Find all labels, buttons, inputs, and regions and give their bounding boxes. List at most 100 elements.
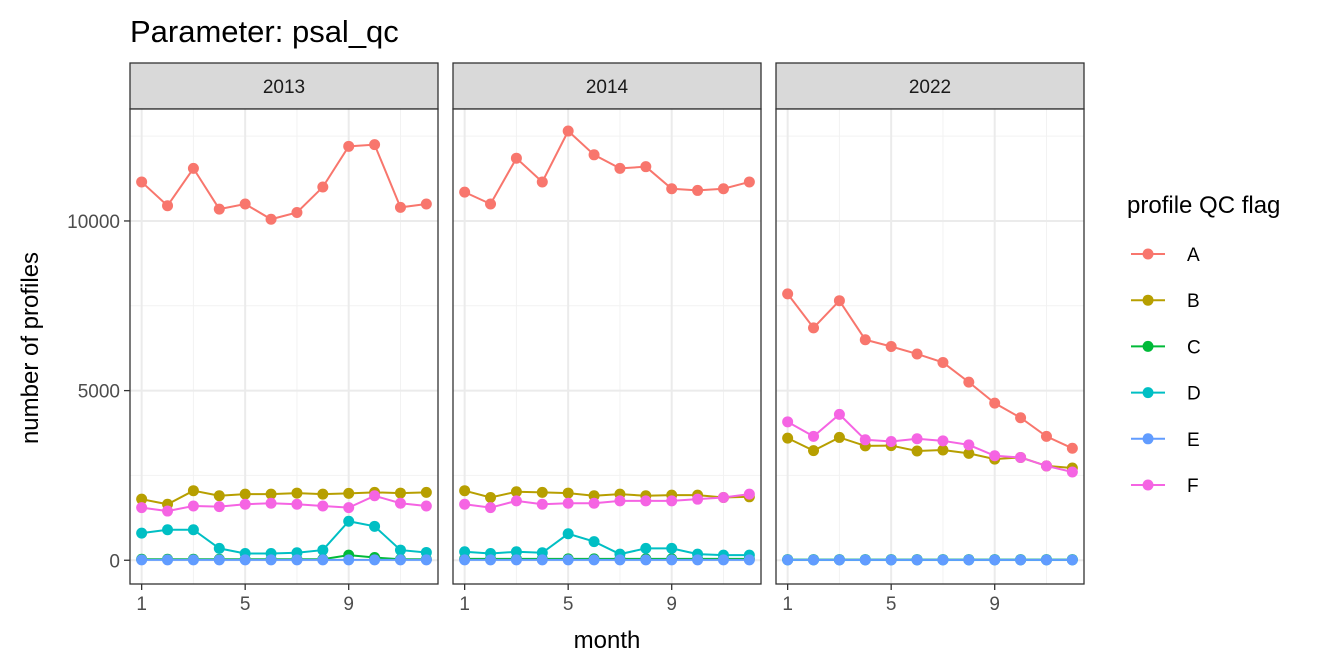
data-point-F xyxy=(562,497,574,509)
data-point-F xyxy=(343,502,355,514)
data-point-D xyxy=(136,527,148,539)
data-point-A xyxy=(343,140,355,152)
legend-key-point xyxy=(1142,340,1154,352)
legend-label: F xyxy=(1187,476,1199,497)
data-point-F xyxy=(717,491,729,503)
x-tick-label: 1 xyxy=(459,594,470,615)
data-point-E xyxy=(1040,554,1052,566)
data-point-E xyxy=(1066,554,1078,566)
panel-border xyxy=(452,108,762,585)
data-point-D xyxy=(187,524,199,536)
x-tick-label: 5 xyxy=(886,594,897,615)
data-point-B xyxy=(394,487,406,499)
data-point-E xyxy=(485,554,497,566)
data-point-E xyxy=(369,554,381,566)
x-tick-label: 1 xyxy=(782,594,793,615)
data-point-A xyxy=(640,161,652,173)
data-point-B xyxy=(187,485,199,497)
data-point-B xyxy=(562,487,574,499)
data-point-E xyxy=(317,554,329,566)
panel-2022: 2022 1 5 9 xyxy=(775,62,1085,615)
data-point-B xyxy=(808,445,820,457)
facet-strip xyxy=(129,62,439,110)
x-tick-label: 1 xyxy=(136,594,147,615)
data-point-E xyxy=(963,554,975,566)
data-point-E xyxy=(782,554,794,566)
data-point-F xyxy=(640,495,652,507)
data-point-F xyxy=(692,493,704,505)
legend-label: E xyxy=(1187,430,1200,451)
data-point-E xyxy=(833,554,845,566)
data-point-A xyxy=(136,176,148,188)
facet-strip xyxy=(452,62,762,110)
data-point-B xyxy=(963,447,975,459)
panel-background xyxy=(776,109,1084,584)
data-point-E xyxy=(136,554,148,566)
data-point-F xyxy=(588,497,600,509)
data-point-A xyxy=(459,186,471,198)
data-point-A xyxy=(692,184,704,196)
data-point-F xyxy=(291,498,303,510)
data-point-A xyxy=(808,322,820,334)
legend-label: B xyxy=(1187,291,1200,312)
data-point-F xyxy=(859,434,871,446)
legend-label: A xyxy=(1187,245,1200,266)
data-point-F xyxy=(420,500,432,512)
data-point-E xyxy=(743,554,755,566)
data-point-E xyxy=(239,554,251,566)
panel-2014: 2014 1 5 9 xyxy=(452,62,762,615)
data-point-A xyxy=(317,181,329,193)
data-point-E xyxy=(885,554,897,566)
data-point-B xyxy=(937,444,949,456)
legend-key-point xyxy=(1142,433,1154,445)
panel-border xyxy=(775,108,1085,585)
panel-2013: 2013 1 5 9 0 5000 10000 xyxy=(67,62,439,615)
data-point-A xyxy=(239,198,251,210)
legend-key-point xyxy=(1142,479,1154,491)
legend-item-B: B xyxy=(1131,291,1200,312)
data-point-B xyxy=(265,488,277,500)
data-point-D xyxy=(562,528,574,540)
data-point-A xyxy=(510,152,522,164)
data-point-E xyxy=(510,554,522,566)
data-point-E xyxy=(213,554,225,566)
y-tick-label: 0 xyxy=(109,551,120,572)
legend-key-point xyxy=(1142,294,1154,306)
data-point-F xyxy=(536,498,548,510)
data-point-A xyxy=(717,183,729,195)
data-point-F xyxy=(937,435,949,447)
data-point-D xyxy=(369,520,381,532)
data-point-F xyxy=(136,502,148,514)
data-point-A xyxy=(614,162,626,174)
data-point-A xyxy=(989,397,1001,409)
x-tick-label: 9 xyxy=(666,594,677,615)
data-point-A xyxy=(485,198,497,210)
data-point-F xyxy=(911,433,923,445)
data-point-F xyxy=(239,498,251,510)
data-point-E xyxy=(343,554,355,566)
data-point-E xyxy=(187,554,199,566)
data-point-A xyxy=(536,176,548,188)
data-point-A xyxy=(265,213,277,225)
data-point-F xyxy=(989,450,1001,462)
data-point-F xyxy=(1015,451,1027,463)
legend-title: profile QC flag xyxy=(1127,192,1280,219)
data-point-D xyxy=(394,544,406,556)
data-point-A xyxy=(1040,430,1052,442)
legend-item-C: C xyxy=(1131,337,1201,358)
data-point-F xyxy=(162,505,174,517)
data-point-F xyxy=(459,498,471,510)
data-point-E xyxy=(265,554,277,566)
data-point-D xyxy=(213,542,225,554)
data-point-E xyxy=(717,554,729,566)
data-point-E xyxy=(692,554,704,566)
x-tick-label: 9 xyxy=(989,594,1000,615)
data-point-A xyxy=(588,149,600,161)
data-point-F xyxy=(808,430,820,442)
data-point-F xyxy=(1066,466,1078,478)
data-point-B xyxy=(536,486,548,498)
data-point-A xyxy=(666,183,678,195)
data-point-A xyxy=(743,176,755,188)
legend-item-A: A xyxy=(1131,245,1200,266)
data-point-D xyxy=(640,542,652,554)
